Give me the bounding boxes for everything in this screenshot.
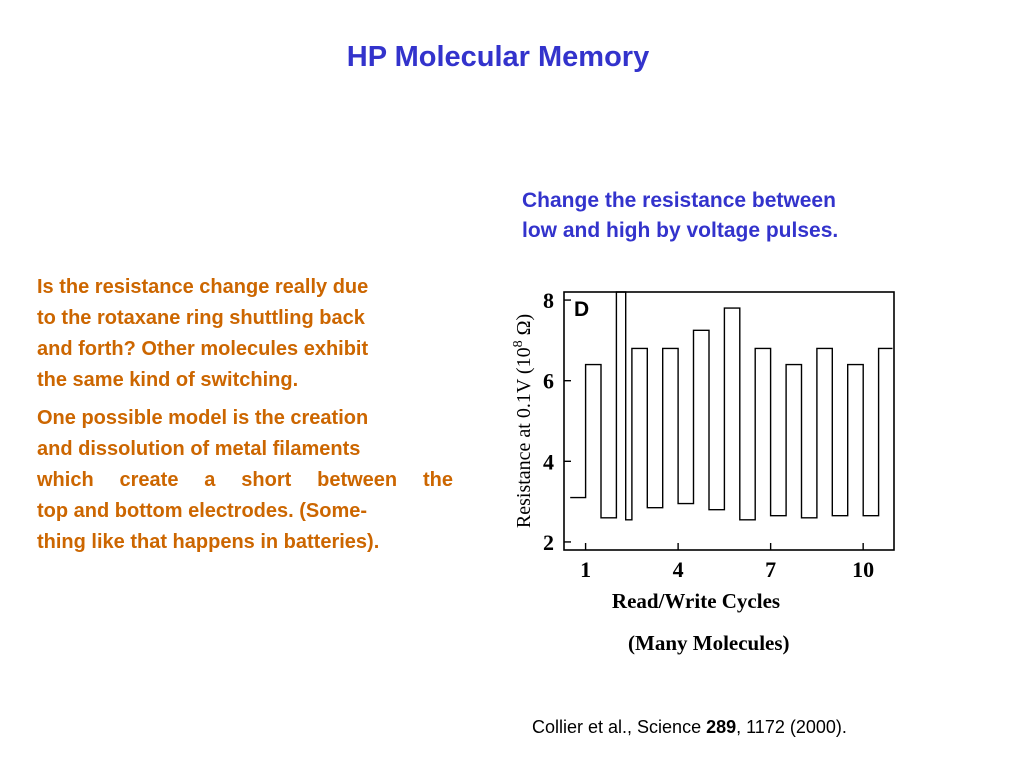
- citation: Collier et al., Science 289, 1172 (2000)…: [532, 717, 847, 738]
- y-axis-label-exponent: 8: [511, 340, 526, 347]
- x-tick-label: 1: [580, 557, 591, 582]
- model-line: One possible model is the creation: [37, 407, 369, 429]
- model-paragraph: One possible model is the creation and d…: [37, 403, 467, 558]
- model-line: and dissolution of metal filaments: [37, 438, 361, 460]
- x-axis-ticks: 1 4 7 10: [580, 543, 874, 582]
- x-tick-label: 7: [765, 557, 776, 582]
- description-line: low and high by voltage pulses.: [522, 219, 839, 242]
- resistance-trace: [570, 291, 893, 521]
- chart-description: Change the resistance between low and hi…: [522, 186, 838, 246]
- slide-title: HP Molecular Memory: [346, 41, 650, 73]
- question-line: and forth? Other molecules exhibit: [37, 338, 369, 360]
- y-axis-label: Resistance at 0.1V (108 Ω): [511, 314, 535, 528]
- citation-suffix: , 1172 (2000).: [736, 717, 847, 737]
- description-line: Change the resistance between: [522, 189, 836, 212]
- y-tick-label: 6: [543, 369, 554, 394]
- y-axis-ticks: 2 4 6 8: [543, 288, 571, 555]
- resistance-chart: D 2 4 6 8 1 4 7 10 Read/Write Cycles Resistanc…: [496, 264, 906, 616]
- question-paragraph: Is the resistance change really due to t…: [37, 272, 467, 396]
- x-tick-label: 10: [852, 557, 874, 582]
- body-text: Is the resistance change really due to t…: [37, 272, 467, 558]
- question-line: the same kind of switching.: [37, 369, 299, 391]
- model-line: thing like that happens in batteries).: [37, 531, 380, 553]
- panel-label: D: [574, 298, 589, 321]
- y-tick-label: 4: [543, 449, 554, 474]
- citation-volume: 289: [706, 717, 737, 737]
- plot-frame: [563, 291, 895, 551]
- chart-caption: (Many Molecules): [628, 631, 790, 655]
- question-line: to the rotaxane ring shuttling back: [37, 307, 365, 329]
- model-line: which create a short between the: [37, 469, 453, 491]
- y-tick-label: 8: [543, 288, 554, 313]
- x-tick-label: 4: [673, 557, 684, 582]
- chart-background: [496, 264, 906, 616]
- citation-prefix: Collier et al., Science: [532, 717, 707, 737]
- model-line: top and bottom electrodes. (Some-: [37, 500, 368, 522]
- question-line: Is the resistance change really due: [37, 276, 369, 298]
- x-axis-label: Read/Write Cycles: [612, 589, 780, 613]
- y-axis-label-suffix: Ω): [513, 314, 535, 341]
- y-tick-label: 2: [543, 530, 554, 555]
- y-axis-label-prefix: Resistance at 0.1V (10: [513, 347, 535, 528]
